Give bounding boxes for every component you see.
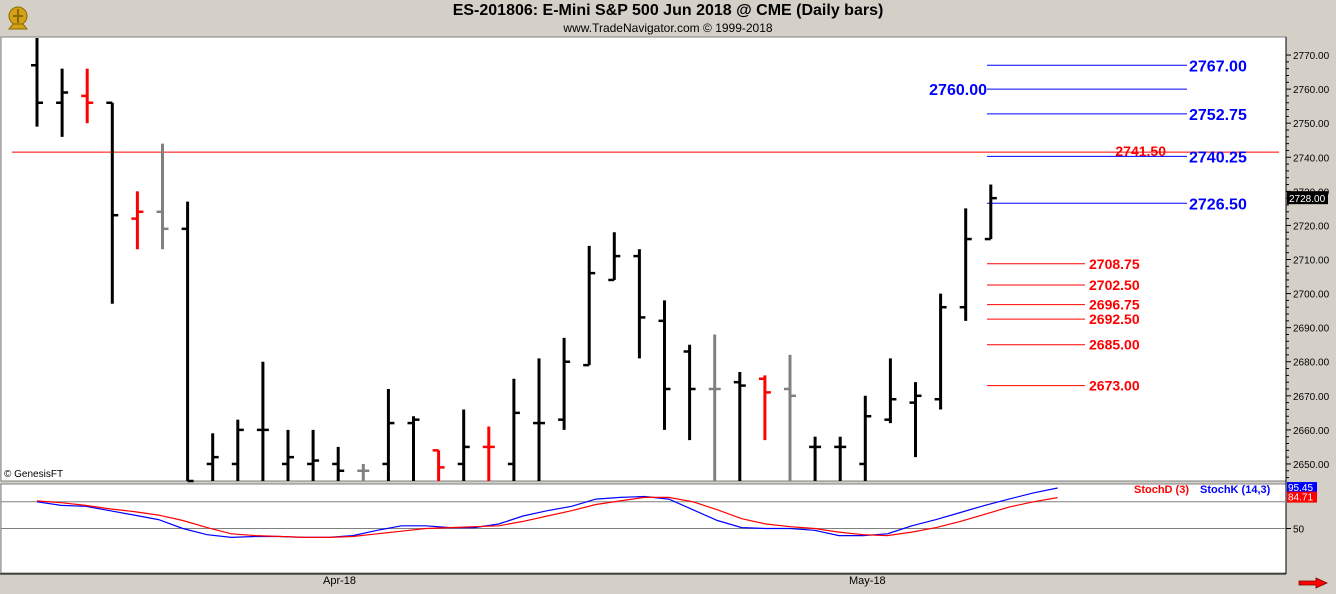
stochd-last-tag: [1287, 491, 1317, 503]
price-tick-label: 2740.00: [1293, 153, 1330, 164]
level-label: 2708.75: [1089, 256, 1140, 272]
last-price-tag: [1287, 191, 1328, 205]
stochastic-tick-label: 50: [1293, 525, 1305, 536]
stochastic-line: [36, 487, 1058, 539]
price-tick-label: 2760.00: [1293, 85, 1330, 96]
x-label-may: May-18: [849, 575, 886, 587]
level-label: 2673.00: [1089, 378, 1140, 394]
stochk-last-tag: [1287, 482, 1317, 494]
data-credit: © GenesisFT: [4, 469, 64, 480]
stochk-last-label: 95.45: [1288, 483, 1313, 494]
last-price-label: 2728.00: [1289, 194, 1326, 205]
price-tick-label: 2670.00: [1293, 392, 1330, 403]
trade-navigator-logo-icon: [3, 3, 33, 38]
level-label: 2696.75: [1089, 297, 1140, 313]
stochastic-axis: 50: [1, 501, 1305, 536]
stochastic-line: [36, 496, 1058, 539]
price-tick-label: 2690.00: [1293, 324, 1330, 335]
chart-title: ES-201806: E-Mini S&P 500 Jun 2018 @ CME…: [452, 2, 884, 19]
price-tick-label: 2680.00: [1293, 358, 1330, 369]
price-tick-label: 2650.00: [1293, 460, 1330, 471]
level-label: 2760.00: [929, 82, 987, 99]
level-label: 2685.00: [1089, 337, 1140, 353]
stochastic-legend-item: StochK (14,3): [1200, 484, 1271, 496]
price-tick-label: 2750.00: [1293, 119, 1330, 130]
price-tick-label: 2720.00: [1293, 221, 1330, 232]
level-label: 2741.50: [1115, 143, 1166, 159]
level-label: 2740.25: [1189, 149, 1247, 166]
price-tick-label: 2710.00: [1293, 256, 1330, 267]
stochd-last-label: 84.71: [1288, 493, 1313, 504]
price-tick-label: 2660.00: [1293, 426, 1330, 437]
price-levels: 2767.00 2760.00 2752.75 2741.50 2740.25 2726.…: [12, 58, 1279, 394]
chart-subtitle: www.TradeNavigator.com © 1999-2018: [563, 21, 773, 35]
price-axis: 2770.002760.002750.002740.002730.002720.…: [1285, 37, 1330, 574]
price-panel: [0, 36, 1287, 482]
stochastic-lines: StochD (3) StochK (14,3): [36, 484, 1271, 539]
stochastic-legend-item: StochD (3): [1134, 484, 1189, 496]
level-label: 2702.50: [1089, 277, 1140, 293]
ohlc-bars: [31, 38, 997, 483]
scroll-right-arrow-icon[interactable]: [1298, 576, 1328, 594]
price-tick-label: 2700.00: [1293, 290, 1330, 301]
level-label: 2767.00: [1189, 58, 1247, 75]
level-label: 2726.50: [1189, 196, 1247, 213]
level-label: 2692.50: [1089, 311, 1140, 327]
price-tick-label: 2770.00: [1293, 51, 1330, 62]
x-label-apr: Apr-18: [323, 575, 357, 587]
level-label: 2752.75: [1189, 107, 1247, 124]
